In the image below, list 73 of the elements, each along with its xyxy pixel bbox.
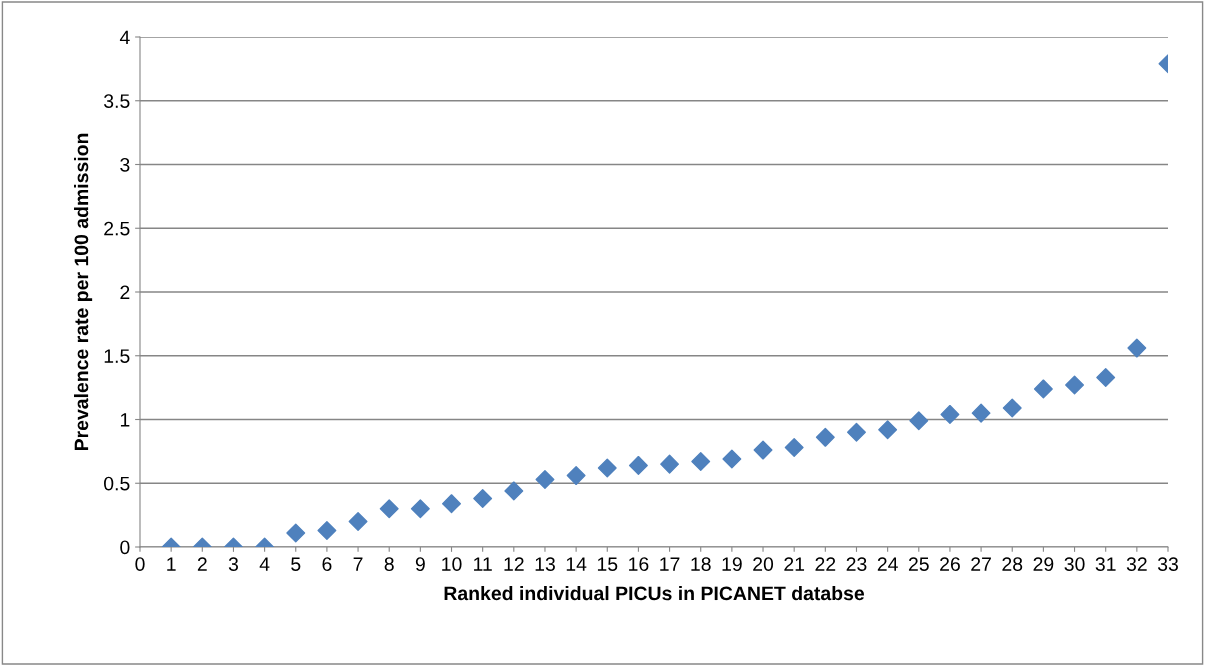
y-tick-label: 3.5	[103, 94, 130, 108]
x-tick-label: 8	[384, 557, 394, 571]
x-tick-label: 29	[1033, 557, 1054, 571]
point	[473, 489, 493, 509]
x-tick-label: 5	[291, 557, 301, 571]
y-axis-title: Prevalence rate per 100 admission	[74, 133, 93, 451]
point	[1065, 375, 1085, 395]
point	[971, 403, 991, 423]
x-tick-label: 0	[135, 557, 145, 571]
x-tick-label: 31	[1095, 557, 1116, 571]
point	[317, 520, 337, 540]
x-tick-label: 25	[908, 557, 929, 571]
x-tick-label: 15	[597, 557, 618, 571]
x-tick-label: 4	[259, 557, 270, 571]
x-tick-label: 26	[940, 557, 960, 571]
x-tick-label: 14	[566, 557, 587, 571]
y-tick-label: 3	[120, 157, 130, 172]
x-tick-label: 12	[504, 557, 524, 571]
point	[878, 420, 898, 440]
x-tick-label: 11	[474, 557, 492, 571]
point	[691, 452, 711, 472]
x-tick-label: 10	[442, 557, 462, 571]
point	[722, 449, 742, 469]
y-tick-label: 1	[120, 413, 130, 427]
x-tick-label: 9	[415, 557, 425, 571]
point	[1002, 398, 1022, 418]
x-tick-label: 30	[1064, 557, 1085, 571]
x-tick-label: 22	[815, 557, 836, 571]
point	[504, 481, 524, 501]
x-tick-label: 27	[971, 557, 991, 571]
x-axis-title: Ranked individual PICUs in PICANET databse	[444, 585, 865, 601]
point	[815, 427, 835, 447]
point	[847, 422, 866, 442]
point	[784, 438, 804, 458]
x-tick-label: 16	[629, 557, 649, 571]
x-tick-label: 13	[535, 557, 555, 571]
point	[442, 494, 461, 514]
point	[1127, 338, 1147, 358]
x-tick-label: 20	[753, 557, 774, 571]
point	[1096, 367, 1116, 387]
point	[410, 499, 430, 519]
x-tick-label: 1	[167, 557, 176, 571]
x-tick-label: 18	[691, 557, 711, 571]
point	[1033, 379, 1053, 399]
x-tick-label: 32	[1126, 557, 1147, 571]
point	[940, 404, 960, 424]
point	[597, 458, 617, 478]
point	[628, 455, 648, 475]
point	[909, 411, 929, 431]
x-tick-label: 6	[322, 557, 332, 571]
point	[566, 466, 586, 486]
x-tick-label: 21	[784, 557, 805, 571]
y-tick-label: 2.5	[104, 221, 130, 236]
x-tick-label: 3	[228, 557, 239, 571]
x-tick-label: 23	[846, 557, 867, 571]
point	[535, 469, 555, 489]
point	[379, 499, 399, 519]
y-tick-label: 4	[119, 30, 130, 45]
point	[753, 440, 773, 460]
y-tick-label: 0.5	[104, 476, 130, 491]
x-tick-label: 24	[877, 557, 898, 571]
y-tick-label: 2	[120, 285, 130, 300]
y-tick-label: 1.5	[104, 349, 130, 363]
x-tick-label: 7	[353, 557, 363, 571]
x-tick-label: 28	[1002, 557, 1023, 571]
x-tick-label: 33	[1157, 557, 1178, 571]
x-tick-label: 2	[197, 557, 207, 571]
x-tick-label: 19	[722, 557, 742, 571]
point	[348, 512, 368, 531]
x-tick-label: 17	[660, 557, 680, 571]
point	[286, 523, 306, 543]
y-tick-label: 0	[120, 540, 130, 555]
point	[660, 454, 680, 474]
